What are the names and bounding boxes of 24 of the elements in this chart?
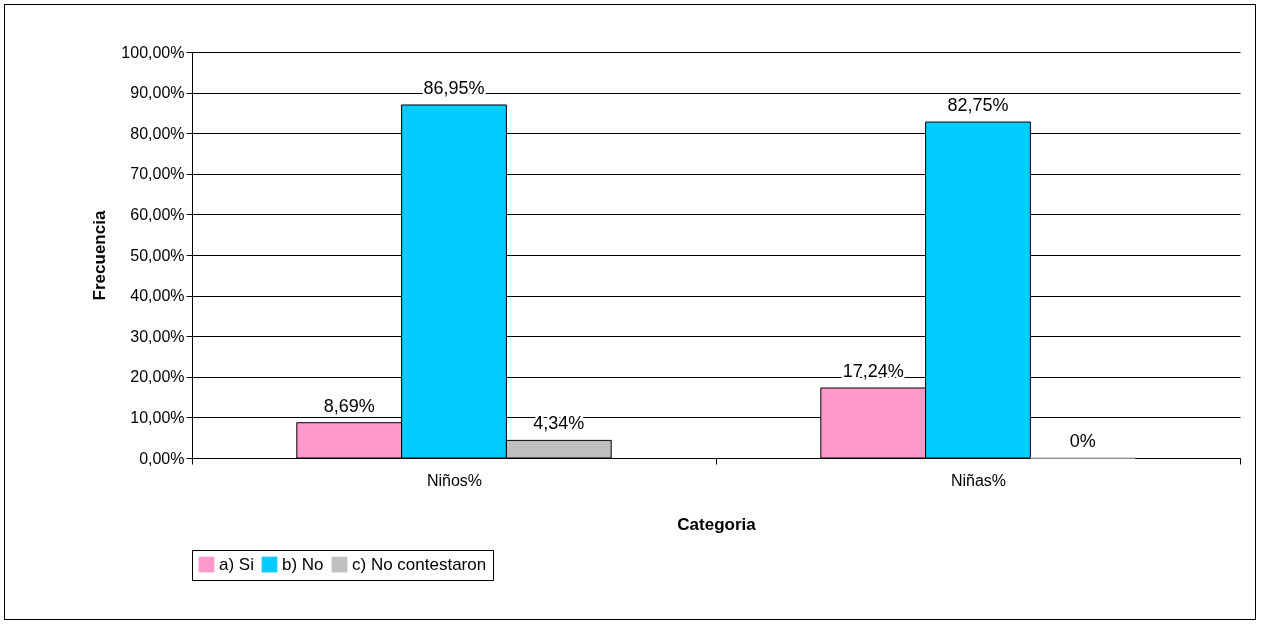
y-tick-label: 20,00% [130,368,185,386]
data-label: 4,34% [533,413,585,434]
y-tick-label: 80,00% [130,124,185,142]
y-tick-label: 100,00% [121,43,185,61]
legend-label: c) No contestaron [352,554,487,574]
legend-label: b) No [282,554,324,574]
x-tick-label: Niños% [426,471,483,489]
y-tick-label: 40,00% [130,287,185,305]
y-axis-title: Frecuencia [90,210,110,301]
y-tick-label: 70,00% [130,165,185,183]
y-tick-label: 10,00% [130,408,185,426]
data-label: 82,75% [947,95,1009,116]
data-label: 8,69% [323,395,375,416]
data-label: 86,95% [423,77,485,98]
legend-label: a) Si [219,554,254,574]
x-tick-label: Niñas% [950,471,1007,489]
data-label: 17,24% [842,361,904,382]
y-tick-label: 0,00% [139,449,185,467]
y-tick-label: 30,00% [130,327,185,345]
x-axis-title: Categoria [677,514,757,534]
y-tick-label: 60,00% [130,205,185,223]
data-label: 0% [1069,431,1096,451]
y-tick-label: 90,00% [130,84,185,102]
y-tick-label: 50,00% [130,246,185,264]
